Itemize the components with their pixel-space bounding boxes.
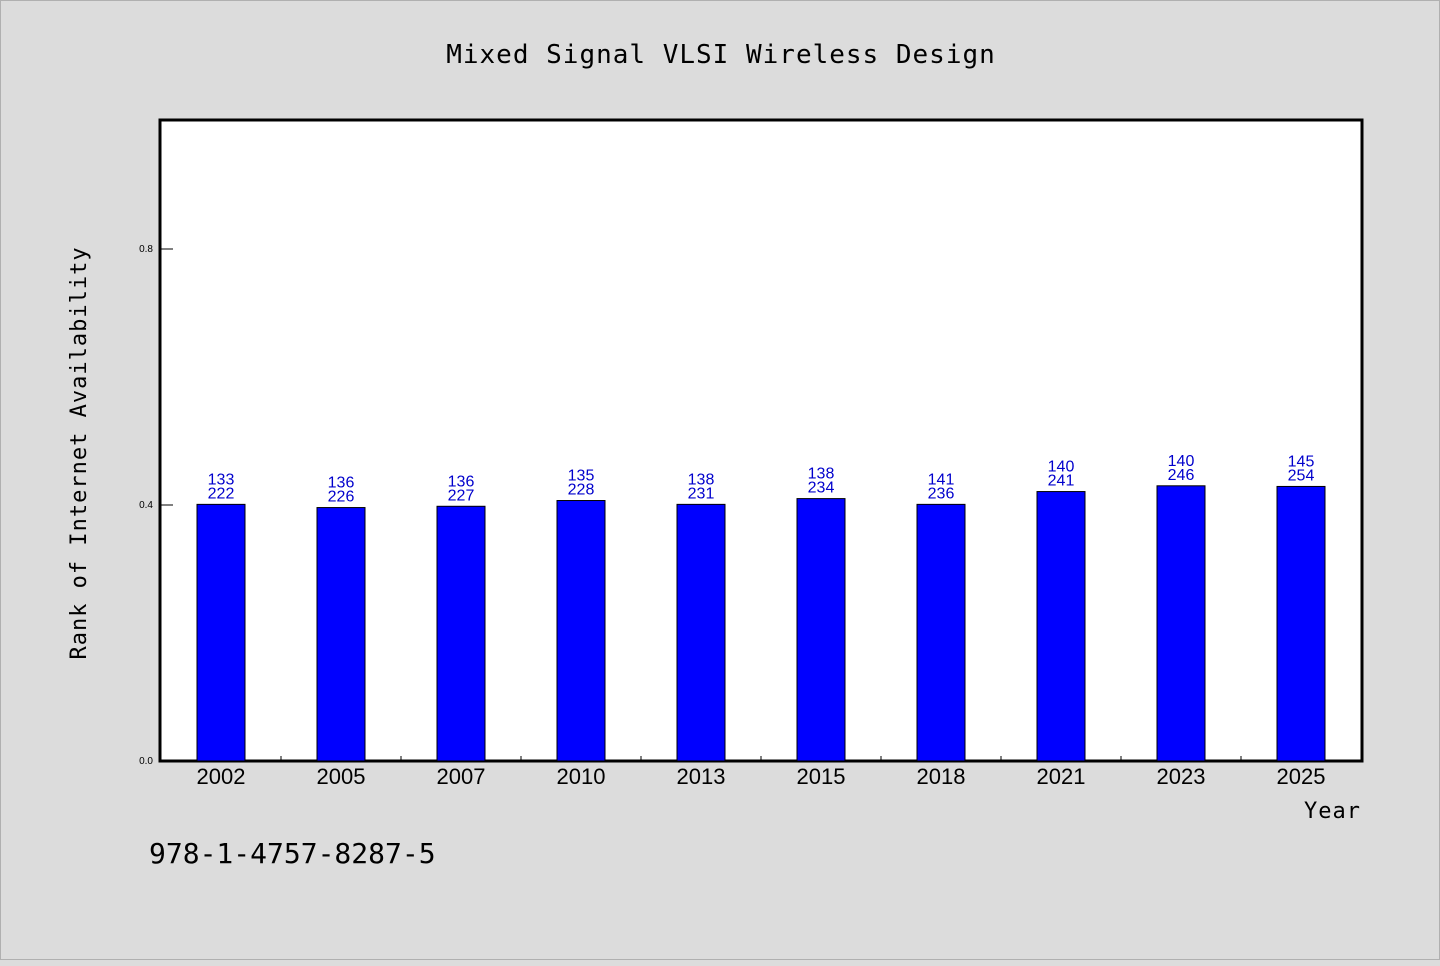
bar-2018 <box>916 503 966 762</box>
data-label-bottom-2015: 234 <box>808 480 835 497</box>
x-tick-label-2018: 2018 <box>917 764 966 789</box>
y-tick-label: 0.0 <box>139 756 153 767</box>
data-label-top-2025: 145 <box>1288 453 1315 470</box>
x-tick-label-2013: 2013 <box>677 764 726 789</box>
bar-2015 <box>796 498 846 762</box>
bar-2002 <box>196 503 246 762</box>
y-axis-label: Rank of Internet Availability <box>67 246 92 659</box>
data-label-top-2018: 141 <box>928 471 955 488</box>
x-tick-label-2007: 2007 <box>437 764 486 789</box>
bars-group <box>196 485 1326 762</box>
x-axis-label: Year <box>1304 799 1361 824</box>
data-label-top-2015: 138 <box>808 466 835 483</box>
data-label-bottom-2018: 236 <box>928 485 955 502</box>
data-label-bottom-2023: 246 <box>1168 467 1195 484</box>
data-label-top-2002: 133 <box>208 471 235 488</box>
x-tick-label-2023: 2023 <box>1157 764 1206 789</box>
chart-title: Mixed Signal VLSI Wireless Design <box>446 40 996 70</box>
data-label-top-2005: 136 <box>328 475 355 492</box>
x-tick-label-2010: 2010 <box>557 764 606 789</box>
data-label-bottom-2021: 241 <box>1048 473 1075 490</box>
y-tick-label: 0.8 <box>139 244 153 255</box>
bar-2010 <box>556 500 606 762</box>
x-tick-label-2025: 2025 <box>1277 764 1326 789</box>
data-label-bottom-2005: 226 <box>328 489 355 506</box>
bar-2023 <box>1156 485 1206 762</box>
isbn-footnote: 978-1-4757-8287-5 <box>149 837 436 870</box>
data-label-top-2023: 140 <box>1168 453 1195 470</box>
data-label-top-2010: 135 <box>568 468 595 485</box>
y-tick-label: 0.4 <box>139 500 153 511</box>
bar-2007 <box>436 505 486 762</box>
x-tick-label-2005: 2005 <box>317 764 366 789</box>
data-label-bottom-2002: 222 <box>208 485 235 502</box>
data-label-bottom-2010: 228 <box>568 482 595 499</box>
bar-2013 <box>676 503 726 762</box>
x-tick-label-2021: 2021 <box>1037 764 1086 789</box>
data-label-top-2013: 138 <box>688 471 715 488</box>
y-ticks-group: 0.0 0.4 0.8 <box>139 244 173 767</box>
x-tick-label-2015: 2015 <box>797 764 846 789</box>
bar-2021 <box>1036 491 1086 762</box>
data-label-bottom-2007: 227 <box>448 487 475 504</box>
bar-2025 <box>1276 485 1326 762</box>
data-label-bottom-2025: 254 <box>1288 467 1315 484</box>
data-label-top-2021: 140 <box>1048 459 1075 476</box>
data-label-top-2007: 136 <box>448 473 475 490</box>
x-tick-label-2002: 2002 <box>197 764 246 789</box>
data-label-bottom-2013: 231 <box>688 485 715 502</box>
bar-2005 <box>316 507 366 762</box>
x-ticks-group: 2002 2005 2007 2010 2013 2015 2018 2021 2023 2025 <box>197 756 1326 789</box>
